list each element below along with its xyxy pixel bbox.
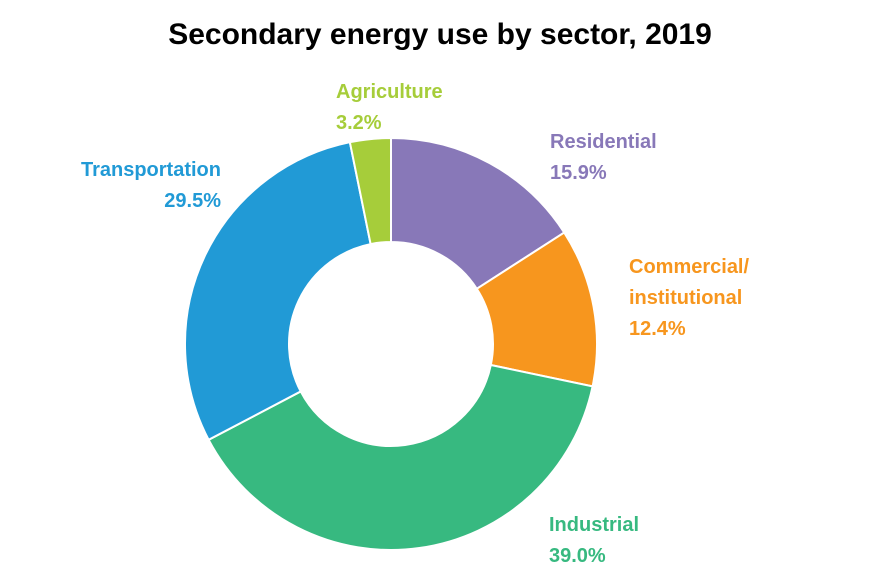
slice-label-transportation-value: 29.5% xyxy=(164,190,221,212)
slice-label-industrial-name: Industrial xyxy=(549,514,640,536)
slice-transportation xyxy=(184,140,372,442)
slice-label-commercial: Commercial/ institutional 12.4% xyxy=(629,252,749,345)
slice-label-commercial-value: 12.4% xyxy=(629,318,686,340)
slice-label-commercial-name-line2: institutional xyxy=(629,287,743,309)
slice-label-agriculture-name: Agriculture xyxy=(336,81,443,103)
slice-label-agriculture: Agriculture 3.2% xyxy=(336,77,443,139)
slice-label-residential-name: Residential xyxy=(550,131,657,153)
slice-industrial xyxy=(207,363,594,551)
slice-label-residential: Residential 15.9% xyxy=(550,127,657,189)
slice-label-transportation-name: Transportation xyxy=(80,159,221,181)
chart-title: Secondary energy use by sector, 2019 xyxy=(168,18,712,51)
slice-label-industrial: Industrial 39.0% xyxy=(549,510,639,572)
slice-label-commercial-name-line1: Commercial/ xyxy=(629,256,750,278)
slice-residential xyxy=(390,136,566,291)
slice-label-industrial-value: 39.0% xyxy=(549,545,606,567)
slice-label-agriculture-value: 3.2% xyxy=(336,112,382,134)
slice-agriculture xyxy=(348,136,392,246)
slice-label-residential-value: 15.9% xyxy=(550,162,607,184)
slice-label-transportation: Transportation 29.5% xyxy=(81,155,221,217)
